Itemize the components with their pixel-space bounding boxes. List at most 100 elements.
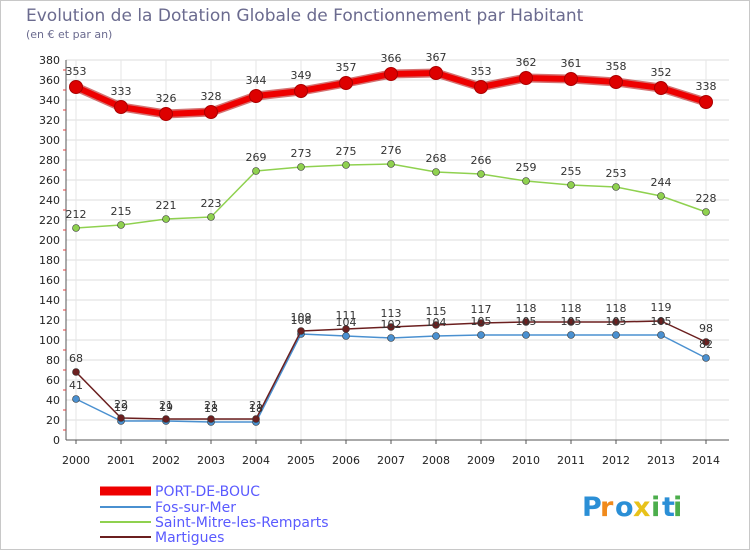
data-point [702, 208, 710, 216]
data-point [567, 331, 575, 339]
data-label: 362 [516, 56, 537, 69]
data-label: 109 [291, 311, 312, 324]
data-label: 18 [204, 402, 218, 415]
data-point [432, 321, 440, 329]
data-label: 113 [381, 307, 402, 320]
data-point [117, 414, 125, 422]
y-tick-label: 140 [39, 294, 60, 307]
data-point [117, 221, 125, 229]
data-label: 104 [426, 316, 447, 329]
data-label: 275 [336, 145, 357, 158]
x-tick-label: 2006 [332, 454, 360, 467]
series-layer [69, 66, 713, 426]
data-point [519, 71, 533, 85]
data-point [612, 331, 620, 339]
data-label: 105 [651, 315, 672, 328]
data-label: 269 [246, 151, 267, 164]
data-label: 357 [336, 61, 357, 74]
y-tick-label: 280 [39, 154, 60, 167]
data-point [657, 331, 665, 339]
data-label: 118 [606, 302, 627, 315]
x-tick-label: 2001 [107, 454, 135, 467]
y-tick-label: 380 [39, 54, 60, 67]
y-tick-label: 340 [39, 94, 60, 107]
y-tick-label: 20 [46, 414, 60, 427]
data-point [297, 163, 305, 171]
data-label: 21 [249, 399, 263, 412]
data-label: 259 [516, 161, 537, 174]
legend-label: PORT-DE-BOUC [155, 484, 260, 500]
x-tick-label: 2000 [62, 454, 90, 467]
y-tick-label: 80 [46, 354, 60, 367]
data-label: 18 [249, 402, 263, 415]
y-tick-label: 160 [39, 274, 60, 287]
data-label: 212 [66, 208, 87, 221]
data-point [609, 75, 623, 89]
data-label: 353 [471, 65, 492, 78]
data-label: 344 [246, 74, 267, 87]
data-point [702, 354, 710, 362]
data-point [339, 76, 353, 90]
data-label: 98 [699, 322, 713, 335]
x-tick-label: 2012 [602, 454, 630, 467]
legend-label: Martigues [155, 530, 224, 546]
data-point [477, 331, 485, 339]
x-tick-label: 2002 [152, 454, 180, 467]
data-label: 228 [696, 192, 717, 205]
data-point [612, 183, 620, 191]
data-point [387, 160, 395, 168]
data-point [72, 368, 80, 376]
data-label: 105 [561, 315, 582, 328]
logo-letter: x [633, 492, 650, 523]
data-point [72, 224, 80, 232]
data-point [204, 105, 218, 119]
data-point [294, 84, 308, 98]
data-point [564, 72, 578, 86]
data-label: 352 [651, 66, 672, 79]
data-point [657, 192, 665, 200]
data-label: 105 [516, 315, 537, 328]
data-point [249, 89, 263, 103]
y-tick-label: 300 [39, 134, 60, 147]
chart-title: Evolution de la Dotation Globale de Fonc… [26, 6, 584, 26]
x-tick-label: 2008 [422, 454, 450, 467]
data-point [699, 95, 713, 109]
data-label: 253 [606, 167, 627, 180]
data-point [522, 331, 530, 339]
data-point [162, 415, 170, 423]
data-point [69, 80, 83, 94]
x-tick-label: 2014 [692, 454, 720, 467]
x-tick-label: 2011 [557, 454, 585, 467]
logo-letter: o [615, 492, 634, 523]
data-label: 111 [336, 309, 357, 322]
data-point [429, 66, 443, 80]
data-label: 117 [471, 303, 492, 316]
y-tick-label: 200 [39, 234, 60, 247]
x-tick-label: 2009 [467, 454, 495, 467]
data-label: 349 [291, 69, 312, 82]
data-label: 82 [699, 338, 713, 351]
data-label: 215 [111, 205, 132, 218]
data-point [654, 81, 668, 95]
logo-letter: P [582, 492, 602, 523]
plot-area [66, 60, 729, 440]
data-point [522, 177, 530, 185]
data-label: 358 [606, 60, 627, 73]
logo-letter: i [673, 492, 682, 523]
data-label: 19 [159, 401, 173, 414]
data-point [432, 332, 440, 340]
data-point [522, 318, 530, 326]
data-point [342, 161, 350, 169]
x-tick-label: 2013 [647, 454, 675, 467]
data-point [384, 67, 398, 81]
data-point [387, 334, 395, 342]
data-label: 105 [606, 315, 627, 328]
data-label: 115 [426, 305, 447, 318]
data-label: 104 [336, 316, 357, 329]
y-tick-label: 40 [46, 394, 60, 407]
data-label: 118 [561, 302, 582, 315]
data-label: 255 [561, 165, 582, 178]
y-tick-label: 120 [39, 314, 60, 327]
data-point [72, 395, 80, 403]
axes: 0 20 40 60 80 100 120 140 160 180 200 220 240 260 280 3… [39, 54, 729, 467]
